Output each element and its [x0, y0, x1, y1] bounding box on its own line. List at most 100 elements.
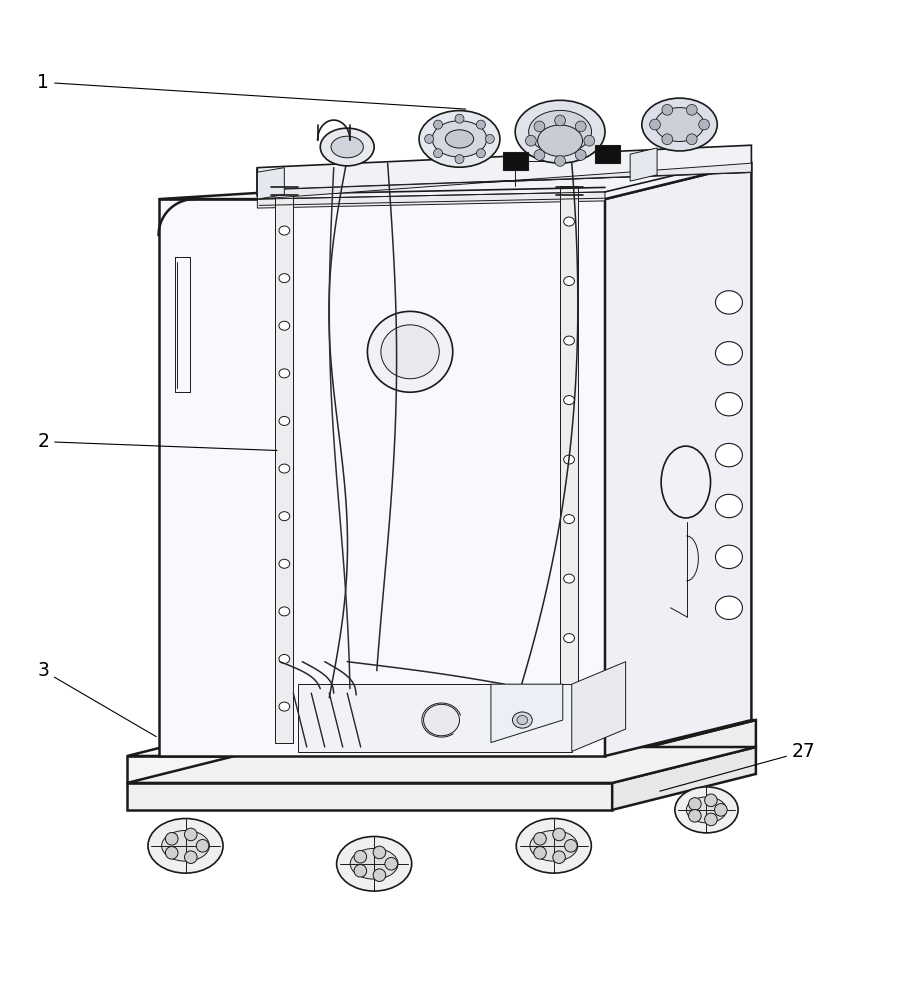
Ellipse shape — [564, 217, 575, 226]
Ellipse shape — [715, 393, 742, 416]
Text: 2: 2 — [37, 432, 278, 451]
Circle shape — [486, 134, 495, 143]
Ellipse shape — [564, 396, 575, 405]
Ellipse shape — [279, 512, 290, 521]
Text: 1: 1 — [37, 73, 466, 109]
Circle shape — [196, 840, 209, 852]
Ellipse shape — [331, 136, 363, 158]
Ellipse shape — [564, 277, 575, 286]
Ellipse shape — [564, 634, 575, 643]
Ellipse shape — [564, 515, 575, 524]
Ellipse shape — [279, 226, 290, 235]
Ellipse shape — [715, 494, 742, 518]
Polygon shape — [612, 720, 756, 783]
Circle shape — [373, 869, 386, 881]
Polygon shape — [298, 684, 572, 752]
Ellipse shape — [432, 121, 487, 157]
Ellipse shape — [564, 336, 575, 345]
Polygon shape — [258, 168, 285, 199]
Ellipse shape — [279, 607, 290, 616]
Circle shape — [533, 847, 546, 859]
Ellipse shape — [161, 830, 209, 861]
Circle shape — [354, 865, 367, 877]
Ellipse shape — [368, 311, 452, 392]
Circle shape — [477, 120, 486, 129]
Circle shape — [576, 121, 587, 132]
Circle shape — [687, 134, 697, 145]
Circle shape — [455, 155, 464, 164]
Circle shape — [553, 851, 565, 863]
Polygon shape — [630, 148, 657, 181]
Circle shape — [705, 794, 717, 807]
Ellipse shape — [445, 130, 474, 148]
Ellipse shape — [513, 712, 532, 728]
Polygon shape — [258, 145, 751, 190]
Bar — [596, 145, 620, 163]
Ellipse shape — [148, 819, 223, 873]
Ellipse shape — [423, 704, 460, 736]
Ellipse shape — [279, 464, 290, 473]
Ellipse shape — [279, 559, 290, 568]
Circle shape — [553, 828, 565, 841]
Polygon shape — [127, 756, 612, 783]
Circle shape — [354, 850, 367, 863]
Circle shape — [565, 840, 578, 852]
Circle shape — [698, 119, 709, 130]
Ellipse shape — [715, 291, 742, 314]
Ellipse shape — [675, 787, 738, 833]
Polygon shape — [572, 662, 625, 752]
Circle shape — [662, 104, 673, 115]
Ellipse shape — [279, 416, 290, 425]
Circle shape — [424, 134, 433, 143]
Circle shape — [688, 798, 701, 810]
Circle shape — [705, 813, 717, 826]
Ellipse shape — [715, 443, 742, 467]
Circle shape — [688, 810, 701, 822]
Ellipse shape — [279, 654, 290, 663]
Circle shape — [166, 847, 178, 859]
Ellipse shape — [517, 716, 528, 725]
Ellipse shape — [419, 111, 500, 167]
Polygon shape — [127, 783, 612, 810]
Ellipse shape — [279, 369, 290, 378]
Circle shape — [373, 846, 386, 859]
Circle shape — [662, 134, 673, 145]
Ellipse shape — [516, 819, 591, 873]
Circle shape — [687, 104, 697, 115]
Circle shape — [525, 135, 536, 146]
Circle shape — [650, 119, 660, 130]
Circle shape — [714, 804, 727, 816]
Circle shape — [584, 135, 595, 146]
Bar — [503, 152, 528, 170]
Ellipse shape — [279, 702, 290, 711]
Polygon shape — [276, 195, 294, 743]
Circle shape — [185, 828, 197, 841]
Polygon shape — [127, 720, 756, 756]
Polygon shape — [491, 684, 563, 743]
Ellipse shape — [320, 128, 374, 166]
Polygon shape — [258, 192, 605, 208]
Ellipse shape — [515, 100, 605, 163]
Circle shape — [455, 114, 464, 123]
Ellipse shape — [687, 797, 726, 823]
Ellipse shape — [530, 830, 578, 861]
Ellipse shape — [564, 693, 575, 702]
Polygon shape — [560, 186, 578, 743]
Polygon shape — [258, 163, 751, 199]
Circle shape — [533, 833, 546, 845]
Polygon shape — [127, 747, 756, 783]
Ellipse shape — [564, 455, 575, 464]
Ellipse shape — [381, 325, 440, 379]
Circle shape — [385, 857, 397, 870]
Circle shape — [477, 149, 486, 158]
Text: 3: 3 — [37, 661, 156, 737]
Circle shape — [534, 150, 545, 160]
Ellipse shape — [564, 574, 575, 583]
Polygon shape — [159, 163, 751, 199]
Ellipse shape — [715, 342, 742, 365]
Circle shape — [555, 115, 566, 126]
Circle shape — [576, 150, 587, 160]
Ellipse shape — [337, 836, 412, 891]
Ellipse shape — [661, 446, 711, 518]
Circle shape — [433, 149, 442, 158]
